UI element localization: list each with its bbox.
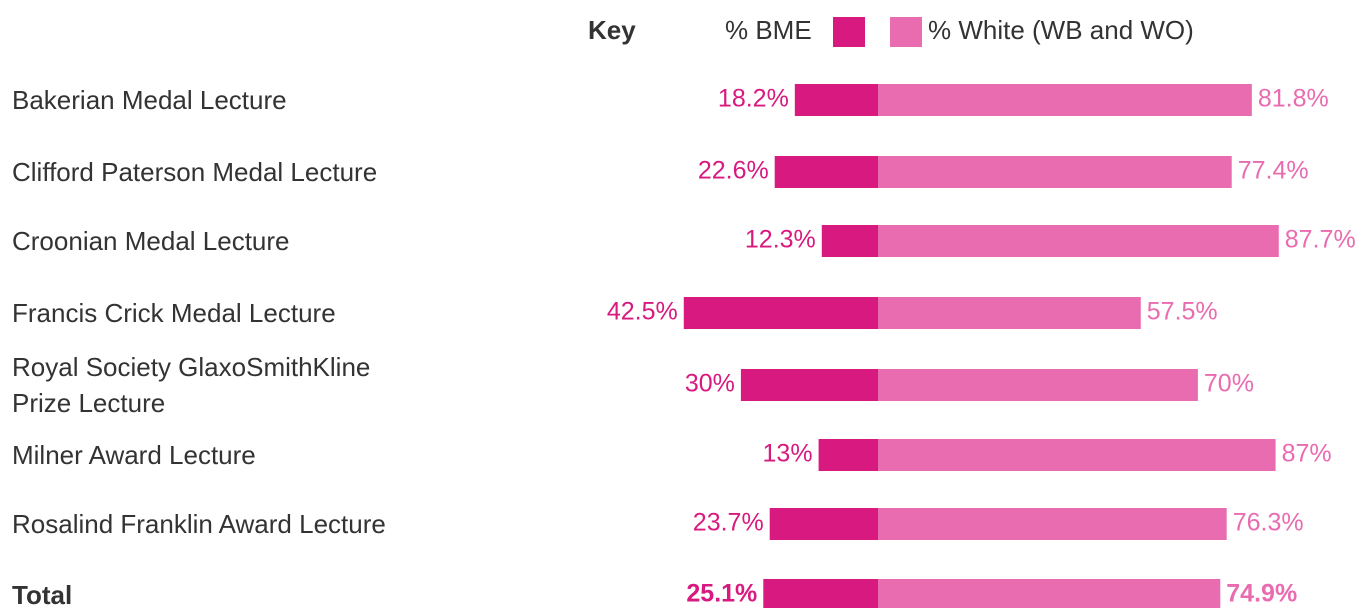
category-label: Royal Society GlaxoSmithKline Prize Lect… bbox=[12, 352, 371, 418]
value-label: 30% bbox=[685, 370, 735, 398]
value-label: 74.9% bbox=[1226, 580, 1297, 608]
value-label: 42.5% bbox=[607, 298, 678, 326]
category-label: Clifford Paterson Medal Lecture bbox=[12, 157, 378, 187]
value-label: 76.3% bbox=[1233, 509, 1304, 537]
value-label: 12.3% bbox=[745, 226, 816, 254]
legend-label: % BME bbox=[725, 15, 812, 45]
category-label: Milner Award Lecture bbox=[12, 440, 256, 470]
bar bbox=[878, 439, 1276, 471]
bar bbox=[878, 369, 1198, 401]
legend-swatch bbox=[833, 17, 865, 47]
bar bbox=[683, 297, 878, 329]
bar bbox=[878, 579, 1221, 608]
bar bbox=[878, 225, 1279, 257]
bar bbox=[774, 156, 878, 188]
value-label: 57.5% bbox=[1147, 298, 1218, 326]
bar bbox=[740, 369, 878, 401]
value-label: 87% bbox=[1282, 440, 1332, 468]
category-label: Croonian Medal Lecture bbox=[12, 226, 290, 256]
bar bbox=[878, 84, 1252, 116]
category-label: Francis Crick Medal Lecture bbox=[12, 298, 336, 328]
value-label: 25.1% bbox=[686, 580, 757, 608]
legend-title: Key bbox=[588, 15, 636, 45]
bar bbox=[763, 579, 878, 608]
value-label: 22.6% bbox=[698, 157, 769, 185]
bar bbox=[878, 508, 1227, 540]
value-label: 77.4% bbox=[1238, 157, 1309, 185]
value-label: 23.7% bbox=[693, 509, 764, 537]
value-label: 18.2% bbox=[718, 85, 789, 113]
bar bbox=[769, 508, 878, 540]
value-label: 70% bbox=[1204, 370, 1254, 398]
category-label: Bakerian Medal Lecture bbox=[12, 85, 287, 115]
bar bbox=[794, 84, 878, 116]
legend-swatch bbox=[890, 17, 922, 47]
value-label: 13% bbox=[763, 440, 813, 468]
bar bbox=[878, 297, 1141, 329]
legend-label: % White (WB and WO) bbox=[928, 15, 1194, 45]
value-label: 81.8% bbox=[1258, 85, 1329, 113]
bar bbox=[818, 439, 878, 471]
category-label: Rosalind Franklin Award Lecture bbox=[12, 509, 386, 539]
category-label: Total bbox=[12, 580, 73, 610]
bar bbox=[878, 156, 1232, 188]
value-label: 87.7% bbox=[1285, 226, 1356, 254]
bar bbox=[821, 225, 878, 257]
